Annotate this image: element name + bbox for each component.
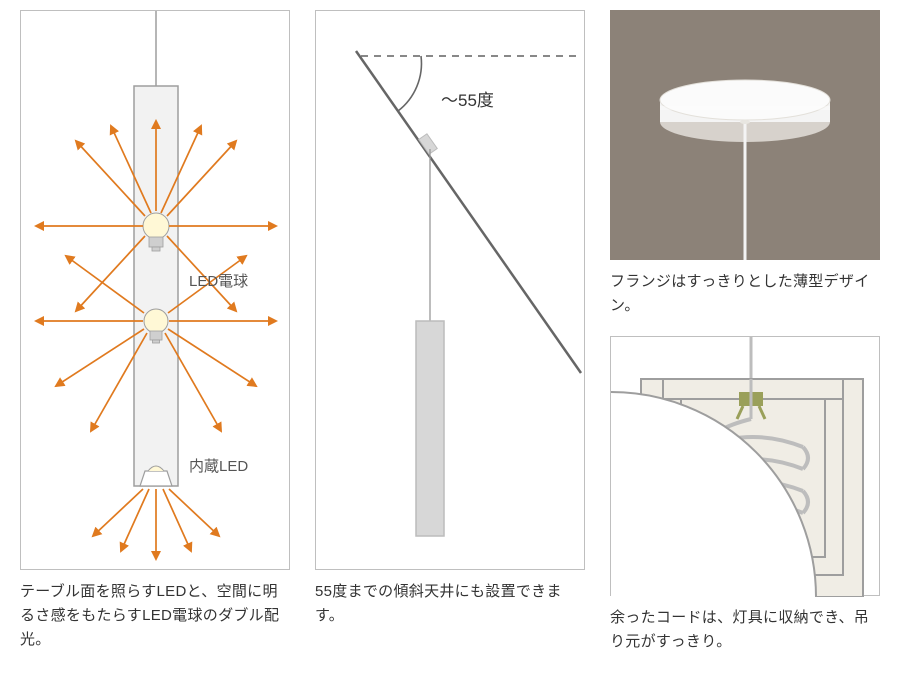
label-led-bulb: LED電球 [189,273,248,290]
column-1: LED電球 内蔵LED テーブル面を照らすLEDと、空間に明るさ感をもたらすLE… [20,10,290,654]
dual-light-diagram: LED電球 内蔵LED [21,11,291,571]
feature-grid: LED電球 内蔵LED テーブル面を照らすLEDと、空間に明るさ感をもたらすLE… [10,10,890,654]
slope-diagram: 〜55度 [316,11,586,571]
angle-label: 〜55度 [441,91,494,110]
column-3: フランジはすっきりとした薄型デザイン。 [610,10,880,654]
label-builtin-led: 内蔵LED [189,458,248,475]
caption-panel-2: 55度までの傾斜天井にも設置できます。 [315,580,585,628]
panel-flange-photo [610,10,880,260]
caption-panel-3b: 余ったコードは、灯具に収納でき、吊り元がすっきり。 [610,606,880,654]
caption-panel-1: テーブル面を照らすLEDと、空間に明るさ感をもたらすLED電球のダブル配光。 [20,580,290,652]
caption-panel-3a: フランジはすっきりとした薄型デザイン。 [610,270,880,318]
flange-illustration [610,10,880,260]
cord-storage-diagram [611,337,881,597]
panel-slope-ceiling: 〜55度 [315,10,585,570]
column-2: 〜55度 55度までの傾斜天井にも設置できます。 [315,10,585,654]
down-rays [93,489,219,559]
panel-dual-light: LED電球 内蔵LED [20,10,290,570]
panel-cord-storage [610,336,880,596]
